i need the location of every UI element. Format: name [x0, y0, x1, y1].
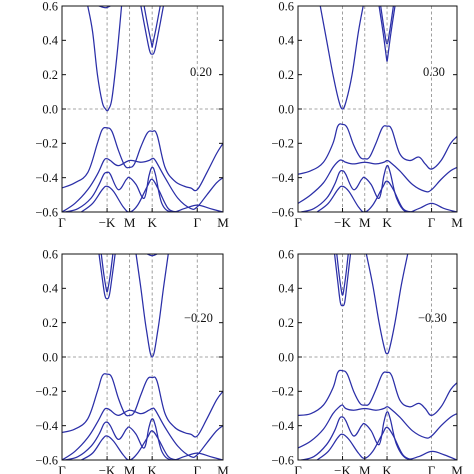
band-line-4	[298, 123, 457, 175]
y-tick-label: 0.2	[42, 68, 58, 82]
band-line-7	[64, 166, 223, 212]
panel-annotation: 0.20	[190, 65, 212, 79]
x-tick-label: M	[217, 463, 229, 474]
x-tick-label: Γ	[294, 215, 302, 230]
band-line-5	[298, 404, 457, 449]
band-line-4	[298, 369, 457, 416]
x-tick-label: −K	[99, 463, 116, 474]
y-tick-label: 0.4	[42, 282, 58, 296]
bands	[62, 6, 223, 212]
x-tick-label: M	[359, 463, 371, 474]
y-tick-label: 0.6	[278, 247, 294, 261]
band-line-3	[365, 254, 409, 355]
band-line-6	[300, 411, 457, 460]
y-tick-label: 0.6	[42, 247, 58, 261]
x-tick-label: M	[217, 215, 229, 230]
y-tick-label: 0.6	[278, 0, 294, 13]
panel-annotation: 0.30	[423, 65, 445, 79]
x-tick-label: Γ	[58, 215, 66, 230]
band-line-3	[143, 6, 161, 48]
x-tick-label: Γ	[294, 463, 302, 474]
panel-annotation: −0.20	[184, 311, 213, 325]
y-tick-label: 0.0	[278, 350, 294, 364]
y-tick-label: −0.4	[35, 419, 58, 433]
band-line-5	[62, 126, 223, 192]
x-tick-label: −K	[334, 215, 351, 230]
band-line-1	[333, 254, 352, 307]
x-tick-label: Γ	[428, 215, 436, 230]
panel-annotation: −0.30	[418, 311, 447, 325]
x-tick-label: K	[147, 215, 157, 230]
y-tick-label: 0.0	[278, 102, 294, 116]
y-tick-label: 0.0	[42, 350, 58, 364]
y-tick-label: −0.6	[35, 453, 58, 467]
y-tick-label: 0.4	[42, 34, 58, 48]
band-line-1	[98, 254, 116, 300]
y-tick-label: −0.4	[35, 171, 58, 185]
band-line-3	[135, 254, 169, 358]
x-tick-label: −K	[334, 463, 351, 474]
band-line-2	[140, 6, 165, 55]
x-tick-label: K	[147, 463, 157, 474]
x-tick-label: Γ	[58, 463, 66, 474]
y-tick-label: −0.6	[271, 205, 294, 219]
x-tick-label: M	[359, 215, 371, 230]
band-line-2	[336, 254, 349, 296]
band-panel-bottom-right: −0.30 0.60.40.20.0−0.2−0.4−0.6Γ −K M K Γ M	[271, 247, 463, 474]
y-tick-label: 0.4	[278, 282, 294, 296]
y-tick-label: −0.2	[271, 385, 294, 399]
band-line-8	[80, 430, 179, 460]
y-tick-label: 0.6	[42, 0, 58, 13]
band-line-2	[378, 6, 396, 62]
band-line-5	[62, 373, 223, 438]
band-line-7	[316, 180, 414, 212]
band-line-5	[298, 159, 457, 205]
x-tick-label: M	[124, 463, 136, 474]
y-tick-label: 0.0	[42, 102, 58, 116]
x-tick-label: −K	[99, 215, 116, 230]
y-tick-label: −0.2	[35, 137, 58, 151]
x-tick-label: K	[382, 215, 392, 230]
x-tick-label: Γ	[193, 463, 201, 474]
y-tick-label: 0.4	[278, 34, 294, 48]
x-tick-label: M	[124, 215, 136, 230]
y-tick-label: −0.6	[271, 453, 294, 467]
band-panel-top-right: 0.30 0.60.40.20.0−0.2−0.4−0.6Γ −K M K Γ M	[271, 0, 463, 230]
bands	[298, 254, 457, 460]
y-tick-label: −0.4	[271, 419, 294, 433]
band-line-6	[62, 407, 223, 460]
y-tick-label: −0.4	[271, 171, 294, 185]
x-tick-label: M	[451, 463, 463, 474]
y-tick-label: −0.6	[35, 205, 58, 219]
y-tick-label: −0.2	[35, 385, 58, 399]
x-tick-label: M	[451, 215, 463, 230]
band-line-8	[80, 178, 179, 212]
band-panel-bottom-left: −0.20 0.60.40.20.0−0.2−0.4−0.6Γ −K M K Γ M	[35, 247, 229, 474]
band-line-2	[100, 254, 114, 293]
band-line-1	[319, 6, 364, 110]
y-tick-label: 0.2	[278, 316, 294, 330]
y-tick-label: 0.2	[42, 316, 58, 330]
band-line-6	[300, 164, 457, 212]
y-tick-label: 0.2	[278, 68, 294, 82]
x-tick-label: Γ	[193, 215, 201, 230]
bands	[298, 6, 457, 212]
band-panel-top-left: 0.20 0.60.40.20.0−0.2−0.4−0.6Γ −K M K Γ M	[35, 0, 229, 230]
y-tick-label: −0.2	[271, 137, 294, 151]
band-line-6	[62, 157, 223, 212]
band-line-3	[380, 6, 395, 45]
x-tick-label: Γ	[428, 463, 436, 474]
band-line-1	[87, 6, 123, 112]
band-line-7	[64, 418, 223, 460]
x-tick-label: K	[382, 463, 392, 474]
